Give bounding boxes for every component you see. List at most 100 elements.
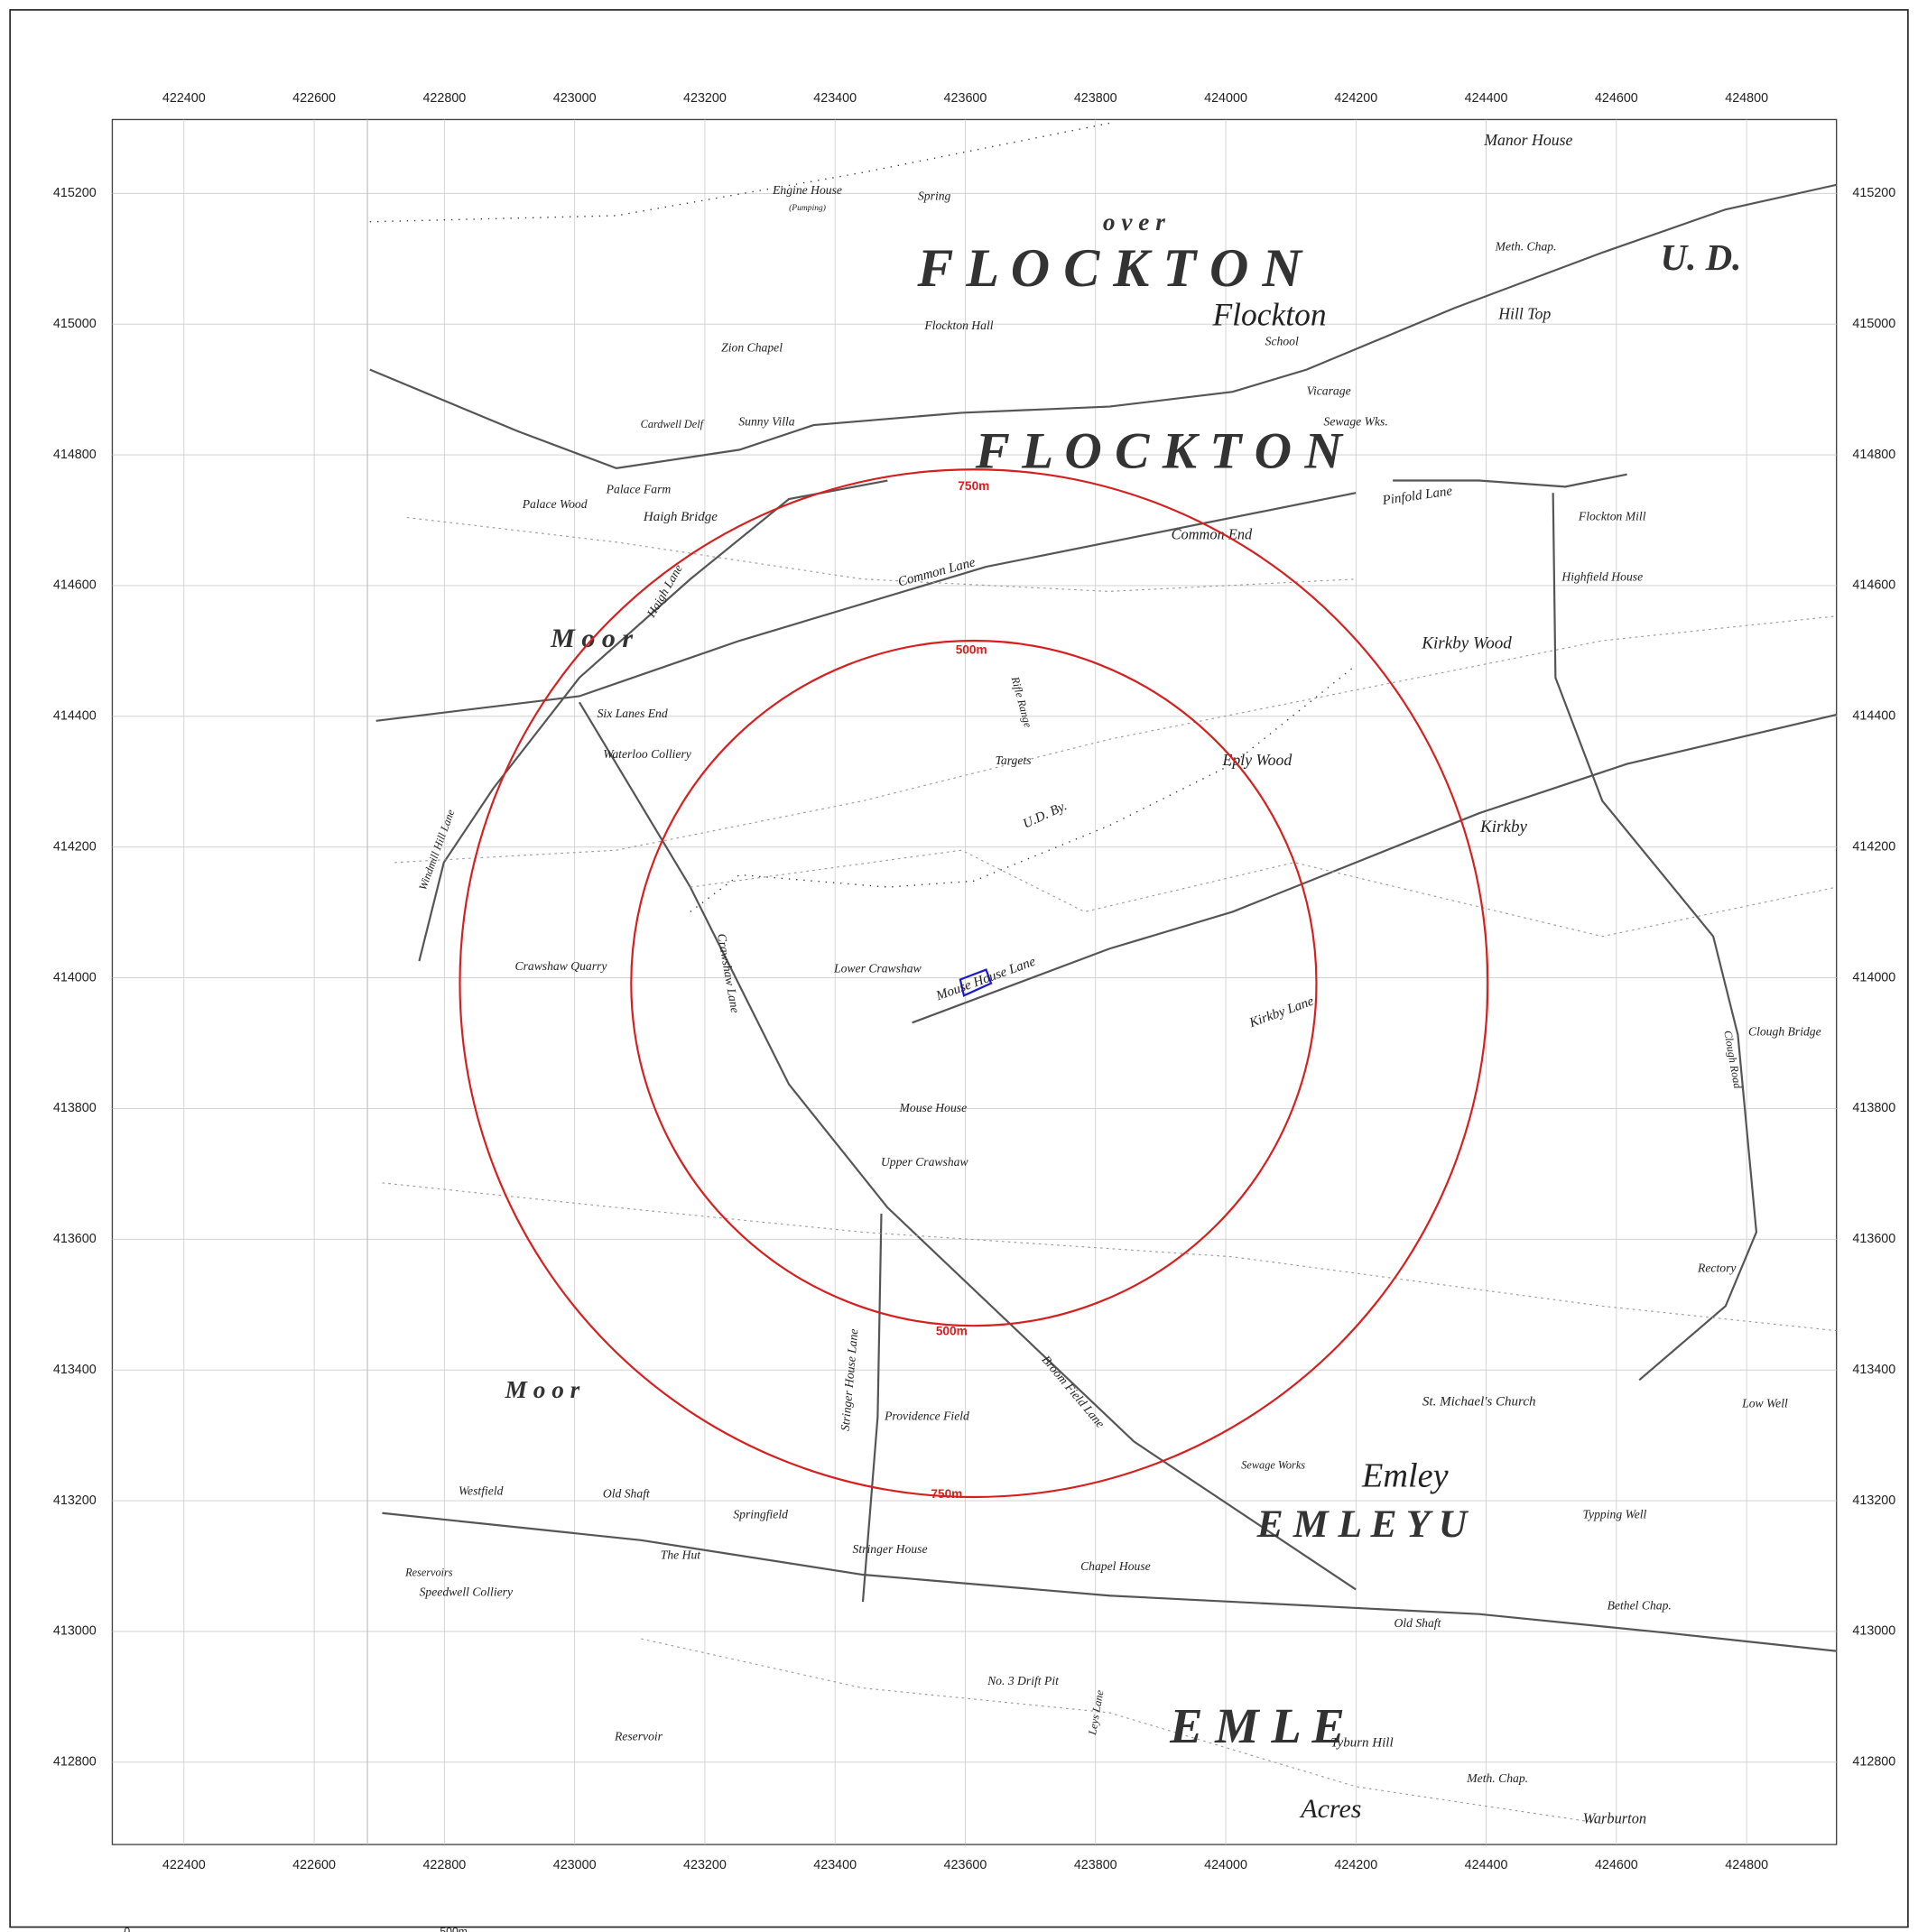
y-tick-label-right: 413600 — [1852, 1232, 1895, 1246]
road — [579, 701, 1357, 1591]
y-tick-label-left: 415000 — [53, 317, 97, 331]
place-label: Targets — [996, 753, 1032, 767]
place-label: Meth. Chap. — [1466, 1771, 1528, 1785]
x-tick-label-top: 423200 — [683, 91, 727, 106]
x-tick-label-top: 422800 — [422, 91, 466, 106]
place-label: Crawshaw Quarry — [514, 959, 607, 973]
y-tick-label-left: 414000 — [53, 970, 97, 984]
place-label: Warburton — [1583, 1810, 1646, 1827]
big-label: M o o r — [505, 1376, 580, 1403]
x-tick-label-bottom: 424200 — [1334, 1858, 1377, 1872]
place-label: Hill Top — [1497, 305, 1551, 323]
y-tick-label-left: 414200 — [53, 839, 97, 854]
place-label: The Hut — [661, 1548, 702, 1562]
road — [382, 1511, 1837, 1652]
place-label: Springfield — [733, 1508, 788, 1521]
x-tick-label-top: 424400 — [1465, 91, 1508, 106]
roads — [366, 119, 1837, 1845]
place-label: Six Lanes End — [598, 707, 668, 720]
big-label: E M L E Y U — [1256, 1502, 1469, 1546]
road — [1552, 493, 1758, 1382]
place-label: Tyburn Hill — [1330, 1736, 1393, 1751]
place-label: Flockton Mill — [1578, 510, 1646, 523]
y-tick-label-right: 412800 — [1852, 1755, 1895, 1770]
big-label: F L O C K T O N — [975, 422, 1345, 479]
x-tick-label-bottom: 423000 — [553, 1858, 597, 1872]
contour — [394, 615, 1837, 864]
place-label: Upper Crawshaw — [881, 1155, 968, 1169]
contour — [406, 516, 1357, 592]
x-tick-label-bottom: 423600 — [944, 1858, 987, 1872]
road — [861, 1213, 883, 1603]
x-tick-label-top: 422600 — [292, 91, 336, 106]
x-tick-label-top: 423400 — [813, 91, 857, 106]
x-tick-label-bottom: 422800 — [422, 1858, 466, 1872]
y-tick-label-left: 414400 — [53, 709, 97, 724]
place-label: Acres — [1299, 1794, 1361, 1824]
x-tick-label-top: 423800 — [1074, 91, 1117, 106]
x-tick-label-bottom: 424600 — [1595, 1858, 1638, 1872]
buffer-label: 500m — [936, 1325, 968, 1338]
x-tick-label-bottom: 423200 — [683, 1858, 727, 1872]
y-tick-label-left: 415200 — [53, 186, 97, 200]
place-label: Old Shaft — [603, 1486, 651, 1500]
road — [369, 183, 1837, 469]
x-tick-label-top: 424600 — [1595, 91, 1638, 106]
y-tick-label-right: 413800 — [1852, 1101, 1895, 1115]
boundary — [690, 664, 1357, 912]
y-tick-label-right: 413000 — [1852, 1624, 1895, 1639]
road — [912, 713, 1837, 1024]
x-tick-label-bottom: 422400 — [162, 1858, 206, 1872]
place-label: Bethel Chap. — [1608, 1599, 1672, 1613]
place-label: Sewage Works — [1241, 1459, 1305, 1472]
y-tick-label-right: 414400 — [1852, 709, 1895, 724]
place-label: Meth. Chap. — [1495, 240, 1557, 254]
x-tick-label-top: 423600 — [944, 91, 987, 106]
y-tick-label-right: 413400 — [1852, 1363, 1895, 1377]
place-label: Flockton — [1211, 296, 1326, 332]
x-tick-label-top: 424800 — [1725, 91, 1768, 106]
scale-end: 500m — [440, 1925, 468, 1932]
y-tick-label-left: 413600 — [53, 1232, 97, 1246]
big-label: E M L E — [1169, 1698, 1345, 1753]
place-label: Speedwell Colliery — [420, 1585, 514, 1599]
place-label: (Pumping) — [789, 203, 826, 213]
x-tick-label-bottom: 424000 — [1204, 1858, 1247, 1872]
x-tick-label-bottom: 424800 — [1725, 1858, 1768, 1872]
x-tick-label-bottom: 423800 — [1074, 1858, 1117, 1872]
place-label: Spring — [918, 190, 951, 203]
place-label: Mouse House — [899, 1101, 968, 1114]
y-tick-label-right: 414800 — [1852, 448, 1895, 462]
place-label: Lower Crawshaw — [833, 962, 922, 975]
place-label: Sewage Wks. — [1324, 414, 1388, 428]
big-label: F L O C K T O N — [916, 237, 1303, 298]
grid: 422400 422400 422600 422600 422800 422800 4230… — [53, 91, 1895, 1872]
place-label: Zion Chapel — [721, 341, 783, 355]
place-label: Engine House — [772, 183, 842, 197]
x-tick-label-top: 424200 — [1334, 91, 1377, 106]
place-label: Sunny Villa — [738, 414, 794, 428]
place-label: Chapel House — [1080, 1559, 1151, 1573]
place-label: Vicarage — [1307, 384, 1351, 397]
y-tick-label-right: 415000 — [1852, 317, 1895, 331]
place-label: Highfield House — [1561, 570, 1643, 584]
x-tick-label-bottom: 423400 — [813, 1858, 857, 1872]
place-label: Cardwell Delf — [641, 418, 705, 430]
x-tick-label-top: 423000 — [553, 91, 597, 106]
x-tick-label-top: 424000 — [1204, 91, 1247, 106]
place-label: Palace Wood — [522, 497, 588, 511]
y-tick-label-left: 413400 — [53, 1363, 97, 1377]
place-label: Manor House — [1483, 131, 1572, 149]
site-boundary — [959, 968, 993, 997]
big-label: o v e r — [1103, 208, 1165, 236]
y-tick-label-left: 413800 — [53, 1101, 97, 1115]
road — [1393, 473, 1627, 488]
y-tick-label-left: 412800 — [53, 1755, 97, 1770]
place-label: Reservoirs — [404, 1566, 453, 1578]
contour — [641, 1638, 1603, 1825]
place-label: Emley — [1361, 1456, 1449, 1494]
x-tick-label-bottom: 424400 — [1465, 1858, 1508, 1872]
place-label: St. Michael's Church — [1422, 1394, 1536, 1409]
place-label: Rectory — [1697, 1262, 1737, 1275]
